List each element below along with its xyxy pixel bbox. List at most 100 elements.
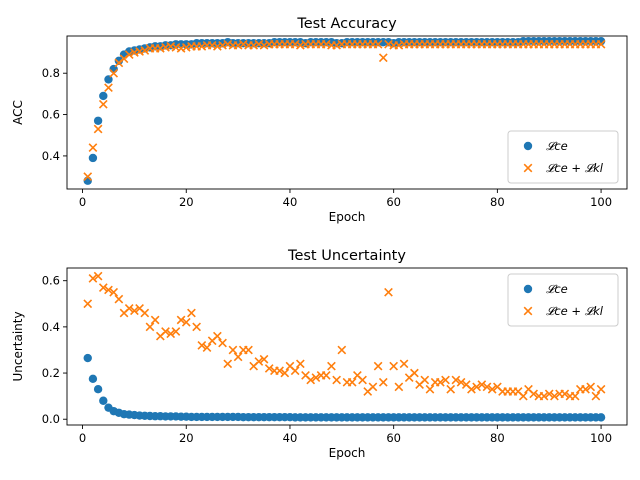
- chart-panel-2: Test Uncertainty 0 20 40 60 80 100 0.0 0.2 0.4 0.6…: [11, 248, 628, 460]
- data-point: [425, 384, 435, 394]
- data-point: [337, 345, 347, 355]
- x-tick-label: 0: [79, 195, 86, 209]
- data-point: [161, 327, 170, 336]
- data-point: [581, 384, 590, 394]
- data-point: [98, 99, 108, 109]
- x-axis-label: Epoch: [329, 446, 366, 460]
- data-point: [321, 370, 331, 380]
- data-point: [399, 359, 409, 369]
- legend: 𝓛ce 𝓛ce + 𝓛kl: [507, 130, 619, 184]
- data-point: [181, 317, 191, 327]
- legend-marker-x: [523, 163, 533, 173]
- x-tick-label: 80: [490, 431, 505, 445]
- x-axis-label: Epoch: [329, 210, 366, 224]
- data-point: [290, 366, 300, 376]
- y-tick-label: 0.6: [42, 108, 60, 122]
- data-point: [332, 375, 341, 385]
- data-point: [259, 354, 269, 364]
- legend-marker-circle: [523, 141, 533, 151]
- data-point: [368, 382, 378, 392]
- data-point: [88, 153, 98, 163]
- data-point: [586, 382, 596, 392]
- data-point: [192, 322, 201, 332]
- data-point: [591, 391, 601, 401]
- data-point: [124, 50, 134, 59]
- data-point: [145, 322, 155, 332]
- y-tick-label: 0.8: [42, 66, 60, 80]
- y-tick-label: 0.4: [42, 149, 60, 163]
- data-point: [93, 385, 103, 394]
- data-point: [264, 364, 274, 373]
- data-point: [467, 384, 476, 394]
- axes-frame: [66, 35, 628, 190]
- legend-label: 𝓛ce: [546, 139, 568, 153]
- data-point: [233, 352, 243, 362]
- data-point: [114, 294, 124, 304]
- data-point: [544, 389, 554, 399]
- data-point: [456, 377, 466, 387]
- data-point: [166, 329, 176, 339]
- data-point: [378, 377, 388, 387]
- data-point: [99, 91, 108, 101]
- data-point: [539, 391, 549, 401]
- chart-title: Test Uncertainty: [287, 248, 406, 264]
- data-point: [477, 380, 487, 389]
- y-tick-label: 0.4: [42, 320, 60, 334]
- series-ce-kl: [83, 39, 606, 181]
- y-axis-label: Uncertainty: [11, 311, 25, 381]
- data-point: [327, 361, 336, 371]
- legend: 𝓛ce 𝓛ce + 𝓛kl: [507, 273, 619, 327]
- x-tick-label: 60: [386, 431, 401, 445]
- data-point: [223, 359, 233, 369]
- y-tick-label: 0.6: [42, 274, 60, 288]
- data-point: [487, 384, 497, 394]
- data-point: [213, 331, 222, 341]
- data-point: [93, 116, 103, 125]
- data-point: [140, 308, 150, 318]
- data-point: [98, 283, 108, 292]
- data-point: [218, 338, 227, 348]
- data-point: [176, 315, 186, 325]
- legend-box: [507, 273, 619, 327]
- x-tick-label: 40: [283, 195, 298, 209]
- x-tick-label: 100: [590, 431, 612, 445]
- data-point: [99, 396, 108, 405]
- data-point: [93, 124, 103, 134]
- data-point: [384, 287, 393, 297]
- data-point: [83, 299, 93, 309]
- x-tick-label: 100: [590, 195, 612, 209]
- data-point: [596, 413, 606, 422]
- data-point: [570, 391, 580, 401]
- data-point: [373, 39, 383, 49]
- data-point: [482, 382, 492, 392]
- axes-frame: [66, 267, 628, 426]
- data-point: [83, 176, 92, 185]
- legend-box: [507, 130, 619, 184]
- data-point: [88, 274, 98, 283]
- legend-marker-x: [523, 306, 533, 316]
- data-point: [529, 389, 539, 399]
- x-tick-label: 20: [179, 195, 194, 209]
- chart-panel-1: Test Accuracy 0 20 40 60 80 100 0.4 0.6 0.8 Epoch A…: [11, 16, 628, 224]
- data-point: [358, 375, 367, 385]
- x-tick-label: 40: [283, 431, 298, 445]
- legend-label: 𝓛ce: [546, 282, 568, 296]
- legend-label: 𝓛ce + 𝓛kl: [546, 161, 604, 175]
- data-point: [83, 172, 93, 181]
- data-point: [93, 271, 103, 281]
- data-point: [109, 68, 119, 78]
- data-point: [280, 368, 290, 378]
- data-point: [275, 366, 284, 376]
- data-point: [109, 287, 119, 297]
- data-point: [202, 343, 212, 353]
- data-point: [389, 361, 399, 371]
- data-point: [420, 375, 430, 385]
- data-point: [244, 345, 253, 355]
- data-point: [88, 143, 98, 153]
- data-point: [306, 375, 316, 385]
- data-point: [83, 353, 92, 363]
- data-point: [228, 345, 238, 355]
- data-point: [410, 368, 419, 378]
- data-point: [435, 377, 445, 387]
